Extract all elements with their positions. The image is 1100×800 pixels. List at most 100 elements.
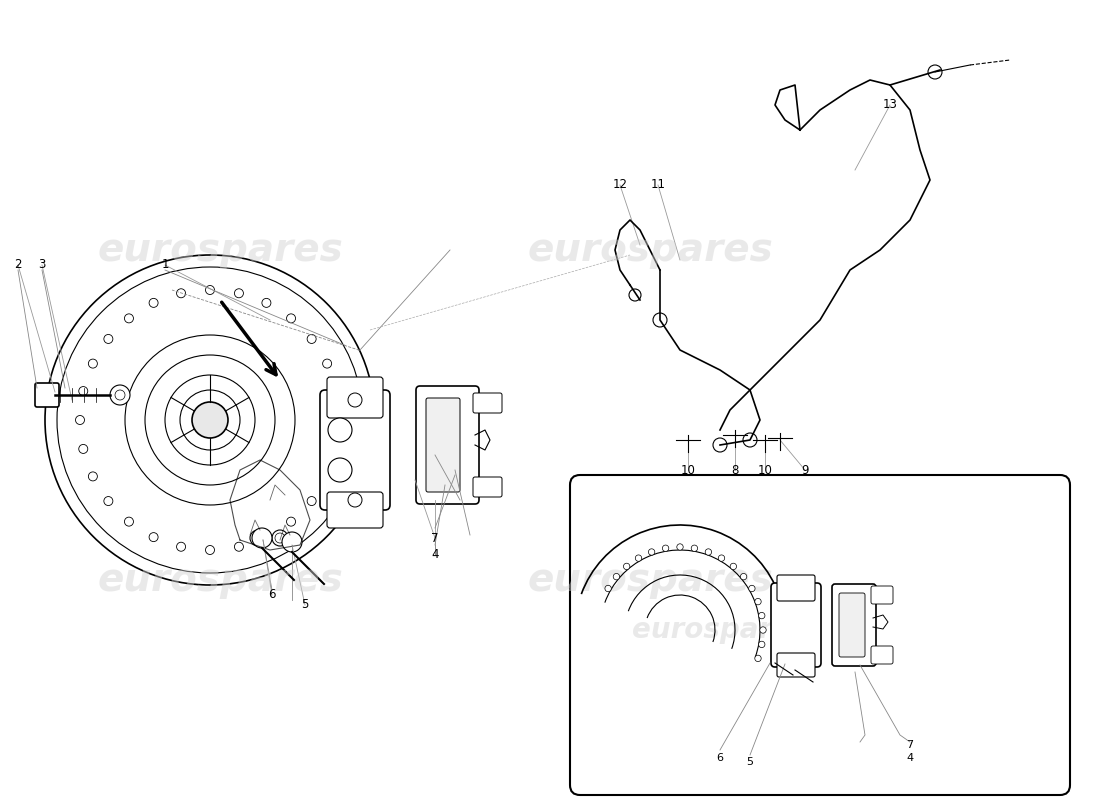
Circle shape — [713, 438, 727, 452]
Circle shape — [605, 586, 612, 592]
Text: 7: 7 — [431, 531, 439, 545]
Circle shape — [124, 314, 133, 323]
Circle shape — [336, 415, 344, 425]
Text: 3: 3 — [39, 258, 46, 271]
Circle shape — [177, 542, 186, 551]
Circle shape — [629, 289, 641, 301]
Circle shape — [760, 627, 767, 634]
Circle shape — [262, 298, 271, 307]
Circle shape — [691, 545, 697, 551]
Circle shape — [282, 532, 303, 552]
Circle shape — [103, 334, 113, 343]
Text: eurospares: eurospares — [97, 561, 343, 599]
Circle shape — [662, 545, 669, 551]
Text: 6: 6 — [716, 753, 724, 763]
Circle shape — [759, 642, 764, 648]
Text: 12: 12 — [613, 178, 627, 191]
FancyBboxPatch shape — [426, 398, 460, 492]
FancyBboxPatch shape — [473, 393, 502, 413]
Circle shape — [79, 386, 88, 395]
Circle shape — [755, 655, 761, 662]
Text: 9: 9 — [801, 463, 808, 477]
FancyBboxPatch shape — [777, 653, 815, 677]
Text: 4: 4 — [906, 753, 914, 763]
Circle shape — [676, 544, 683, 550]
FancyBboxPatch shape — [327, 492, 383, 528]
Circle shape — [103, 497, 113, 506]
Circle shape — [124, 517, 133, 526]
Circle shape — [348, 493, 362, 507]
Circle shape — [206, 286, 214, 294]
Circle shape — [332, 386, 341, 395]
Circle shape — [307, 334, 316, 343]
Circle shape — [740, 574, 747, 580]
Text: eurospares: eurospares — [527, 561, 773, 599]
Text: 8: 8 — [732, 463, 739, 477]
Text: 1: 1 — [162, 258, 168, 271]
Circle shape — [76, 415, 85, 425]
Circle shape — [636, 555, 641, 562]
FancyBboxPatch shape — [777, 575, 815, 601]
FancyBboxPatch shape — [416, 386, 478, 504]
FancyBboxPatch shape — [320, 390, 390, 510]
Circle shape — [769, 657, 781, 669]
Text: 7: 7 — [906, 740, 914, 750]
Circle shape — [250, 530, 266, 546]
Circle shape — [328, 458, 352, 482]
FancyBboxPatch shape — [327, 377, 383, 418]
Circle shape — [252, 528, 272, 548]
Circle shape — [192, 402, 228, 438]
FancyBboxPatch shape — [570, 475, 1070, 795]
Circle shape — [262, 533, 271, 542]
Circle shape — [348, 393, 362, 407]
Circle shape — [653, 313, 667, 327]
Circle shape — [150, 533, 158, 542]
FancyBboxPatch shape — [832, 584, 876, 666]
FancyBboxPatch shape — [473, 477, 502, 497]
Circle shape — [328, 418, 352, 442]
Text: 13: 13 — [882, 98, 898, 111]
Circle shape — [613, 574, 619, 580]
Circle shape — [88, 359, 98, 368]
Circle shape — [742, 433, 757, 447]
Circle shape — [759, 612, 764, 618]
FancyBboxPatch shape — [871, 646, 893, 664]
Text: eurospares: eurospares — [97, 231, 343, 269]
Text: 10: 10 — [758, 463, 772, 477]
Text: eurospares: eurospares — [527, 231, 773, 269]
Text: 5: 5 — [301, 598, 309, 611]
Circle shape — [287, 517, 296, 526]
Circle shape — [206, 546, 214, 554]
Circle shape — [88, 472, 98, 481]
Circle shape — [287, 314, 296, 323]
Text: 10: 10 — [681, 463, 695, 477]
Text: 2: 2 — [14, 258, 22, 271]
FancyBboxPatch shape — [35, 383, 59, 407]
Text: 6: 6 — [268, 589, 276, 602]
FancyBboxPatch shape — [771, 583, 821, 667]
Text: eurospares: eurospares — [632, 616, 807, 644]
Circle shape — [79, 445, 88, 454]
FancyBboxPatch shape — [839, 593, 865, 657]
FancyBboxPatch shape — [871, 586, 893, 604]
Circle shape — [234, 289, 243, 298]
Circle shape — [718, 555, 725, 562]
Text: 4: 4 — [431, 549, 439, 562]
Circle shape — [789, 664, 801, 676]
Circle shape — [307, 497, 316, 506]
Circle shape — [322, 472, 331, 481]
Circle shape — [322, 359, 331, 368]
Circle shape — [749, 586, 755, 592]
Circle shape — [755, 598, 761, 605]
Circle shape — [177, 289, 186, 298]
Circle shape — [272, 530, 288, 546]
Circle shape — [150, 298, 158, 307]
Text: 5: 5 — [747, 757, 754, 767]
Circle shape — [110, 385, 130, 405]
Text: 11: 11 — [650, 178, 666, 191]
Circle shape — [234, 542, 243, 551]
Circle shape — [705, 549, 712, 555]
Circle shape — [648, 549, 654, 555]
Circle shape — [624, 563, 630, 570]
Circle shape — [332, 445, 341, 454]
